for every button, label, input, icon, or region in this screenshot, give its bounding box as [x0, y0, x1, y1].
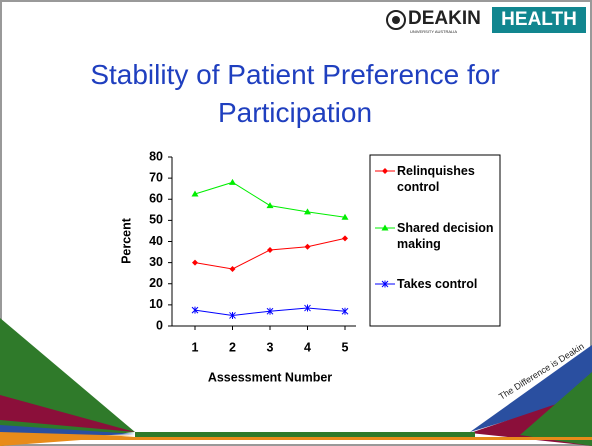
- y-tick-label: 80: [149, 149, 163, 163]
- logo-name: DEAKIN: [408, 8, 481, 29]
- y-tick-label: 40: [149, 234, 163, 248]
- chart-title: Stability of Patient Preference for Part…: [90, 59, 500, 128]
- y-tick-label: 50: [149, 213, 163, 227]
- y-axis-label: Percent: [119, 217, 133, 264]
- logo-emblem: [392, 16, 400, 24]
- swoosh: [520, 372, 592, 446]
- y-tick-label: 30: [149, 255, 163, 269]
- logo-sub: UNIVERSITY AUSTRALIA: [410, 29, 457, 34]
- band: [0, 437, 592, 440]
- marker: [229, 265, 236, 272]
- marker: [266, 307, 274, 315]
- legend-marker: [382, 168, 388, 174]
- marker: [341, 213, 349, 220]
- marker: [191, 190, 199, 197]
- logo: DEAKIN HEALTH UNIVERSITY AUSTRALIA: [386, 7, 586, 34]
- decoration: The Difference is Deakin: [0, 318, 592, 446]
- x-tick-label: 2: [229, 340, 236, 354]
- legend-label: Takes control: [397, 277, 478, 291]
- legend-marker: [381, 280, 389, 288]
- legend-marker: [381, 224, 389, 231]
- marker: [304, 243, 311, 250]
- marker: [304, 208, 311, 215]
- y-tick-label: 10: [149, 297, 163, 311]
- y-tick-label: 20: [149, 276, 163, 290]
- legend-label: Shared decision making: [397, 221, 494, 251]
- y-tick-label: 60: [149, 192, 163, 206]
- band: [135, 432, 475, 437]
- marker: [342, 235, 348, 242]
- marker: [304, 304, 311, 312]
- marker: [229, 178, 236, 185]
- swoosh: [0, 395, 135, 432]
- logo-badge-text: HEALTH: [501, 9, 577, 30]
- y-tick-label: 0: [156, 318, 163, 332]
- legend-label: Relinquishes control: [397, 164, 475, 194]
- marker: [192, 259, 198, 266]
- swoosh: [470, 345, 592, 432]
- logo-badge: [492, 7, 586, 33]
- marker: [191, 306, 199, 314]
- marker: [266, 202, 274, 209]
- marker: [229, 311, 236, 319]
- y-tick-label: 70: [149, 170, 163, 184]
- series-line: [194, 181, 346, 218]
- legend-box: [369, 154, 501, 327]
- marker: [267, 246, 273, 253]
- x-tick-label: 5: [342, 340, 349, 354]
- marker: [341, 307, 349, 315]
- logo-emblem: [386, 10, 406, 30]
- x-tick-label: 1: [192, 340, 199, 354]
- x-axis-label: Assessment Number: [208, 370, 332, 384]
- series-line: [194, 237, 346, 270]
- x-tick-label: 4: [304, 340, 311, 354]
- x-tick-label: 3: [267, 340, 274, 354]
